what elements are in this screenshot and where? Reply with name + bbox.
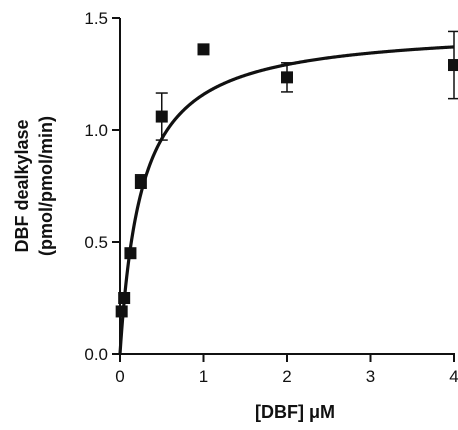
y-tick-label: 1.0 <box>84 121 108 140</box>
data-point <box>281 71 293 84</box>
y-axis-label-line1: DBF dealkylase <box>12 119 32 252</box>
y-axis-label-line2: (pmol/pmol/min) <box>36 116 56 256</box>
y-tick-label: 0.5 <box>84 233 108 252</box>
x-tick-label: 4 <box>449 367 458 386</box>
data-point <box>155 110 168 123</box>
x-tick-label: 3 <box>366 367 375 386</box>
data-point <box>448 59 458 72</box>
data-point <box>124 247 137 260</box>
x-axis-label: [DBF] μM <box>255 402 335 422</box>
data-points <box>115 30 458 318</box>
x-tick-label: 0 <box>115 367 124 386</box>
data-point <box>118 292 131 304</box>
data-point <box>197 43 210 56</box>
fit-curve <box>118 45 455 355</box>
x-tick-label: 1 <box>199 367 208 386</box>
x-tick-label: 2 <box>282 367 291 386</box>
data-point <box>134 175 147 188</box>
fit-curve-group <box>118 45 455 355</box>
y-tick-label: 0.0 <box>84 345 108 364</box>
data-point <box>115 305 128 318</box>
y-tick-label: 1.5 <box>84 9 108 28</box>
